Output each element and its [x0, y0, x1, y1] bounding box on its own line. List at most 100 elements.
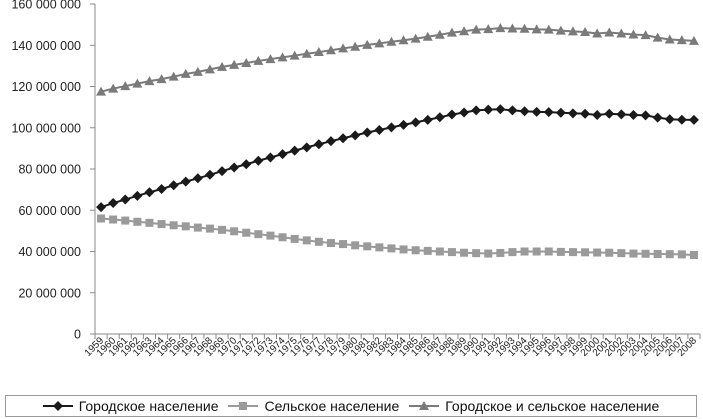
y-axis: 0 20 000 000 40 000 000 60 000 000 80 000 00… — [11, 0, 96, 342]
data-point — [121, 216, 130, 225]
series-line — [100, 108, 694, 209]
data-point — [144, 76, 155, 86]
data-point — [156, 74, 167, 84]
data-point — [96, 202, 107, 213]
data-point — [97, 214, 106, 223]
data-point — [192, 173, 203, 184]
legend-entry-urban: Городское население — [42, 398, 219, 414]
data-point — [398, 35, 409, 45]
data-point — [132, 78, 143, 88]
data-point — [302, 236, 311, 245]
data-point — [568, 248, 577, 257]
data-point — [192, 66, 203, 76]
data-point — [581, 248, 590, 257]
data-point — [592, 109, 603, 120]
data-point — [326, 239, 335, 248]
data-point — [289, 145, 300, 156]
data-point — [689, 251, 698, 260]
data-point — [471, 105, 482, 116]
data-point — [640, 110, 651, 121]
data-point — [217, 61, 228, 71]
data-point — [132, 190, 143, 201]
x-axis: 1959196019611962196319641965196619671968… — [83, 333, 701, 359]
legend: Городское население Сельское население Г… — [5, 395, 697, 417]
data-point — [253, 155, 264, 166]
data-point — [459, 107, 470, 118]
data-point — [410, 33, 421, 43]
data-point — [120, 81, 131, 91]
data-point — [567, 108, 578, 119]
data-point — [338, 133, 349, 144]
data-point — [157, 220, 166, 229]
data-point — [555, 25, 566, 35]
data-point — [435, 247, 444, 256]
data-point — [374, 38, 385, 48]
data-point — [180, 176, 191, 187]
data-point — [301, 48, 312, 58]
data-point — [495, 23, 506, 33]
data-point — [278, 233, 287, 242]
data-point — [483, 104, 494, 115]
data-point — [422, 114, 433, 125]
data-point — [507, 105, 518, 116]
data-point — [531, 106, 542, 117]
data-point — [677, 250, 686, 259]
data-point — [265, 152, 276, 163]
legend-label-rural: Сельское население — [264, 398, 400, 414]
data-point — [241, 57, 252, 67]
diamond-marker-icon — [42, 401, 73, 411]
data-point — [496, 248, 505, 257]
data-point — [144, 187, 155, 198]
data-point — [543, 107, 554, 118]
legend-entry-total: Городское и сельское население — [409, 398, 659, 414]
data-point — [447, 248, 456, 257]
data-point — [617, 249, 626, 258]
data-point — [616, 28, 627, 38]
data-point — [605, 248, 614, 257]
data-point — [604, 27, 615, 37]
data-point — [555, 107, 566, 118]
data-point — [508, 248, 517, 257]
data-point — [301, 142, 312, 153]
data-point — [277, 149, 288, 160]
legend-label-total: Городское и сельское население — [445, 398, 660, 414]
data-point — [567, 26, 578, 36]
data-point — [519, 106, 530, 117]
data-point — [507, 23, 518, 33]
data-point — [460, 248, 469, 257]
data-point — [266, 231, 275, 240]
data-point — [676, 114, 687, 125]
data-point — [520, 247, 529, 256]
series-3 — [96, 23, 699, 96]
data-point — [362, 127, 373, 138]
data-point — [181, 222, 190, 231]
data-point — [218, 225, 227, 234]
data-point — [265, 54, 276, 64]
data-point — [96, 86, 107, 96]
legend-label-urban: Городское население — [78, 398, 219, 414]
data-point — [519, 23, 530, 33]
data-point — [242, 228, 251, 237]
data-point — [459, 26, 470, 36]
data-point — [531, 24, 542, 34]
data-point — [241, 159, 252, 170]
data-point — [193, 223, 202, 232]
data-point — [313, 47, 324, 57]
data-point — [652, 112, 663, 123]
y-tick-label: 100 000 000 — [11, 121, 81, 135]
data-point — [616, 109, 627, 120]
data-point — [168, 180, 179, 191]
data-point — [532, 247, 541, 256]
data-point — [640, 30, 651, 40]
data-point — [423, 246, 432, 255]
data-point — [688, 114, 699, 125]
series-line — [100, 27, 695, 93]
data-point — [180, 68, 191, 78]
y-tick-label: 160 000 000 — [11, 0, 81, 12]
series-2 — [97, 214, 698, 260]
data-point — [652, 32, 663, 42]
data-point — [168, 71, 179, 81]
data-point — [230, 227, 239, 236]
data-point — [434, 29, 445, 39]
data-point — [253, 55, 264, 65]
